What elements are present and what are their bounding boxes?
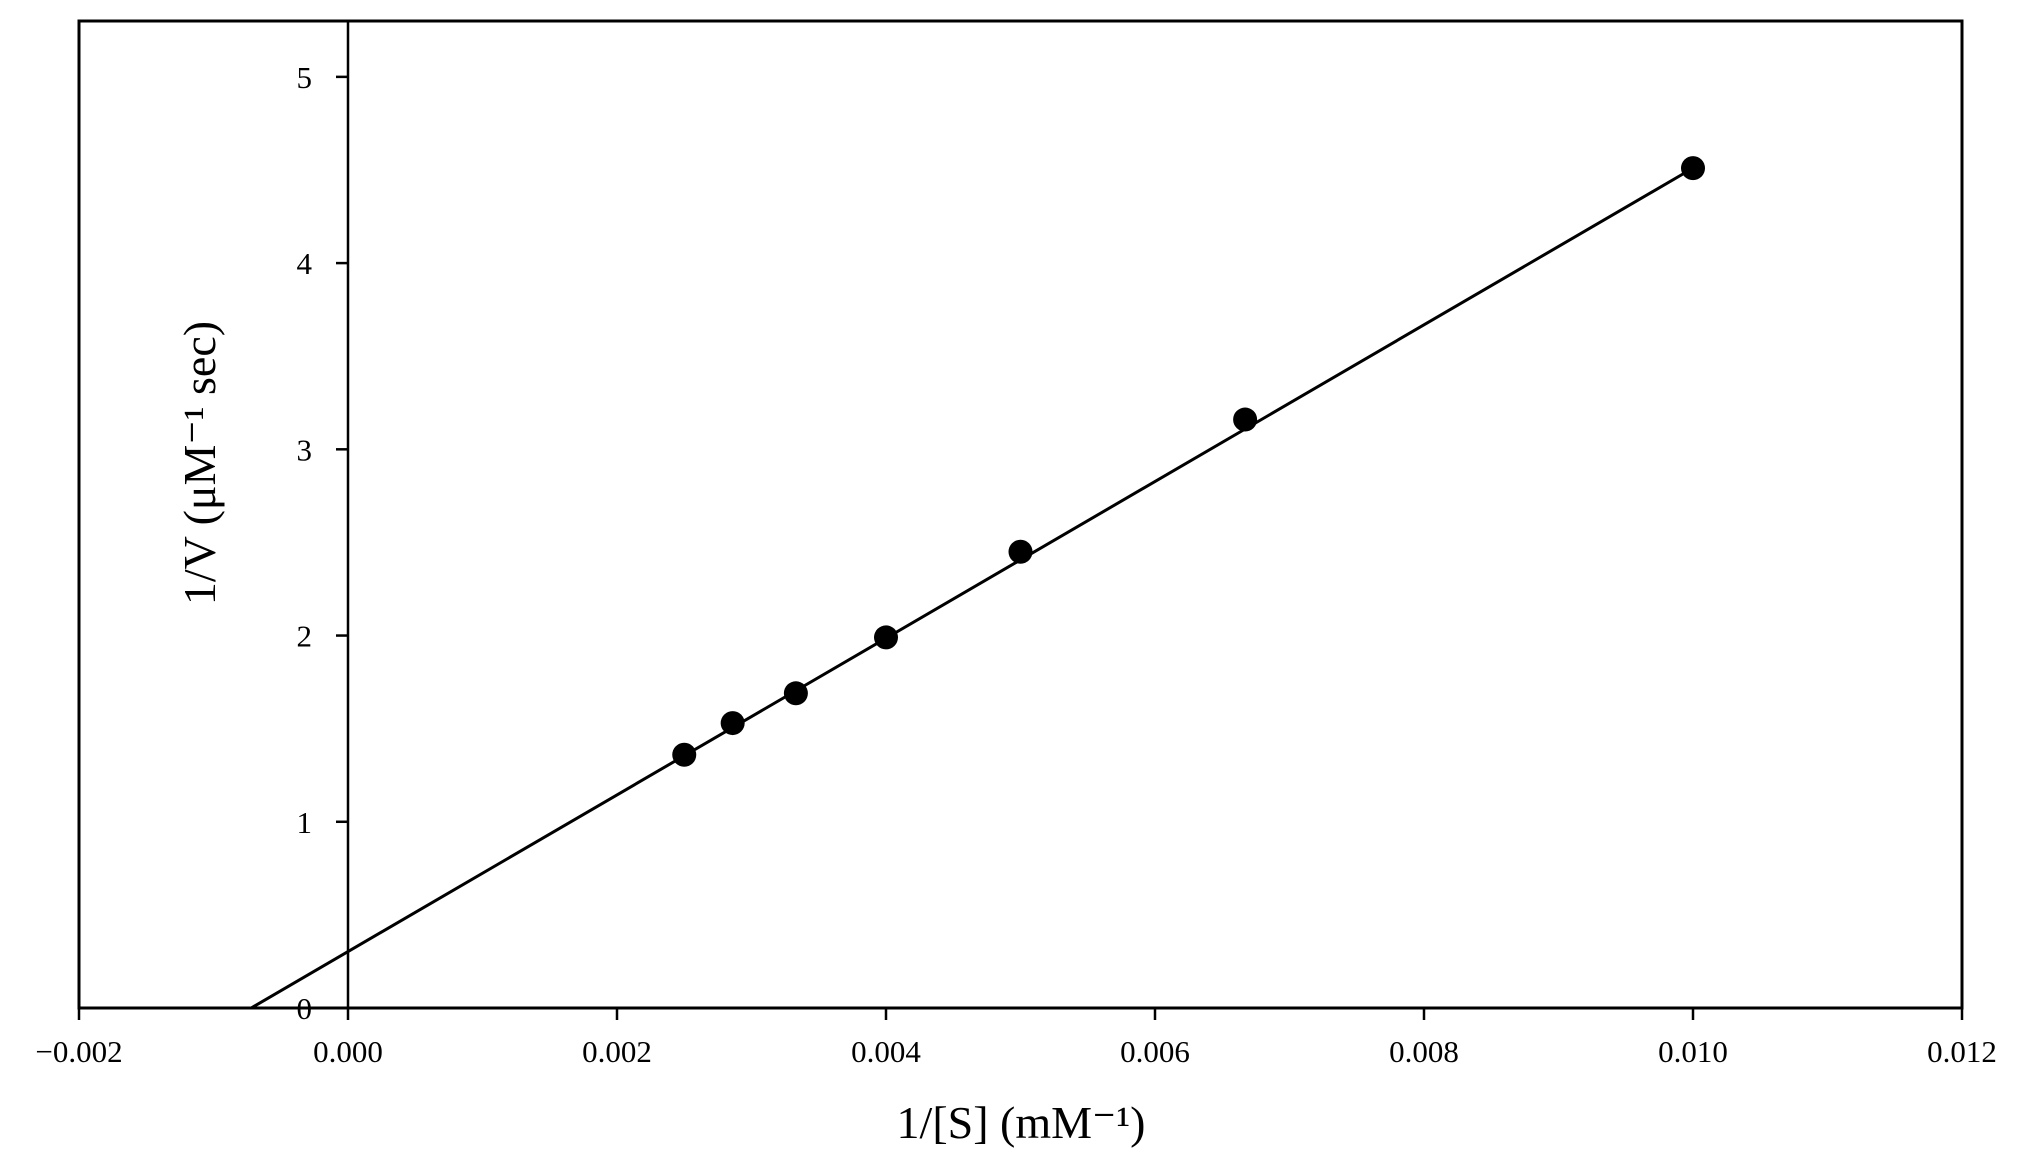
x-tick-label: 0.012 — [1927, 1034, 1997, 1069]
x-tick-label: 0.008 — [1389, 1034, 1459, 1069]
data-point — [672, 742, 697, 767]
x-tick-label: 0.002 — [582, 1034, 652, 1069]
data-points — [672, 156, 1705, 767]
y-tick-label: 3 — [297, 432, 313, 467]
x-ticks: −0.002 0.000 0.002 0.004 0.006 0.008 0.010 0.01… — [35, 1008, 1997, 1069]
y-tick-label: 2 — [297, 619, 313, 654]
y-tick-label: 5 — [297, 60, 313, 95]
x-tick-label: −0.002 — [35, 1034, 122, 1069]
data-point — [720, 711, 745, 736]
x-tick-label: 0.000 — [313, 1034, 383, 1069]
x-axis-title: 1/[S] (mM⁻¹) — [897, 1097, 1146, 1148]
data-point — [1008, 539, 1033, 564]
x-tick-label: 0.006 — [1120, 1034, 1190, 1069]
y-axis-title: 1/V (μM⁻¹ sec) — [174, 321, 225, 605]
x-tick-label: 0.004 — [851, 1034, 921, 1069]
data-point — [874, 625, 898, 650]
plot-frame — [77, 19, 1964, 1010]
y-tick-label: 4 — [297, 246, 313, 281]
y-tick-label: 0 — [297, 991, 313, 1026]
x-tick-label: 0.010 — [1658, 1034, 1728, 1069]
data-point — [1681, 156, 1705, 181]
y-ticks: 0 1 2 3 4 5 — [297, 60, 348, 1026]
y-tick-label: 1 — [297, 805, 313, 840]
regression-line — [250, 166, 1694, 1010]
data-point — [783, 681, 808, 706]
data-point — [1233, 407, 1258, 432]
